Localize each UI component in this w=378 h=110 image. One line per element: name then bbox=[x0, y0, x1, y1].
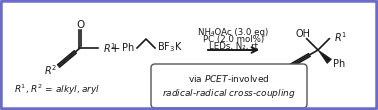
FancyBboxPatch shape bbox=[151, 64, 307, 108]
Text: $R^1$: $R^1$ bbox=[103, 41, 116, 55]
Text: $\mathsf{BF_3K}$: $\mathsf{BF_3K}$ bbox=[157, 40, 183, 54]
Text: $\it{R}^{\it{1}}$, $\it{R}^{\it{2}}$ = $\it{alkyl, aryl}$: $\it{R}^{\it{1}}$, $\it{R}^{\it{2}}$ = $… bbox=[14, 83, 100, 97]
Text: Ph: Ph bbox=[333, 59, 345, 69]
Text: PC (2.0 mol%): PC (2.0 mol%) bbox=[203, 35, 264, 43]
Text: +: + bbox=[110, 41, 120, 54]
Text: $\mathit{radical}$-$\mathit{radical}$ $\mathit{cross}$-$\mathit{coupling}$: $\mathit{radical}$-$\mathit{radical}$ $\… bbox=[162, 86, 296, 100]
Text: OH: OH bbox=[295, 29, 310, 39]
Polygon shape bbox=[318, 50, 332, 63]
Text: $R^1$: $R^1$ bbox=[334, 30, 347, 44]
Text: $R^2$: $R^2$ bbox=[44, 63, 57, 77]
Text: O: O bbox=[76, 19, 85, 29]
Text: via $\mathit{PCET}$-involved: via $\mathit{PCET}$-involved bbox=[188, 72, 270, 83]
Text: $R^2$: $R^2$ bbox=[266, 65, 279, 79]
Text: Ph: Ph bbox=[122, 43, 134, 53]
Text: NH₄OAc (3.0 eq): NH₄OAc (3.0 eq) bbox=[198, 28, 269, 37]
Text: LEDs, N₂, rt: LEDs, N₂, rt bbox=[209, 41, 258, 50]
